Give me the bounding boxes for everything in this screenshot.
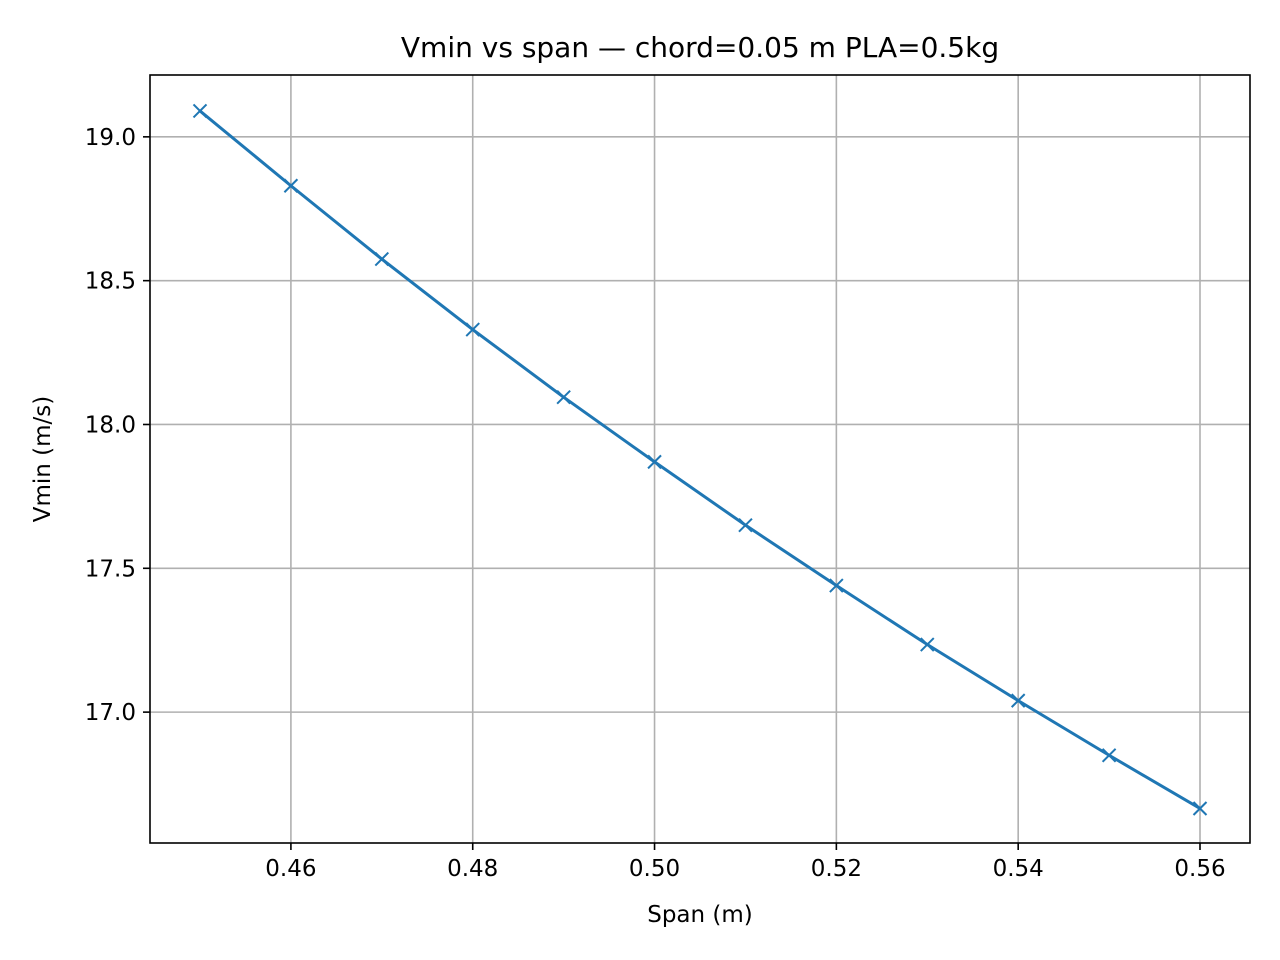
data-point-marker — [1192, 801, 1208, 816]
x-tick-label: 0.54 — [993, 856, 1044, 882]
y-axis-label: Vmin (m/s) — [30, 396, 56, 523]
data-point-marker — [465, 322, 480, 337]
data-point-marker — [738, 517, 753, 533]
marker-stroke — [1192, 801, 1208, 816]
marker-stroke — [1010, 693, 1026, 708]
marker-stroke — [283, 178, 299, 193]
x-tick-label: 0.56 — [1174, 856, 1225, 882]
marker-stroke — [192, 103, 208, 119]
plot-frame — [149, 74, 1251, 844]
ticks: 0.46 0.48 0.50 0.52 0.54 0.56 17.0 17.5 18.0 18.5… — [85, 125, 1226, 882]
data-point-marker — [829, 578, 844, 593]
y-tick-label: 19.0 — [85, 125, 136, 151]
marker-stroke — [465, 322, 480, 337]
series-line — [198, 109, 1202, 810]
data-point-marker — [192, 103, 208, 119]
marker-stroke — [556, 389, 571, 405]
data-point-marker — [647, 454, 662, 470]
data-point-marker — [1101, 748, 1117, 763]
data-point-marker — [556, 389, 571, 405]
data-point-marker — [920, 637, 935, 652]
x-tick-label: 0.48 — [447, 856, 498, 882]
marker-stroke — [920, 637, 935, 652]
marker-stroke — [738, 517, 753, 533]
grid — [150, 75, 1250, 843]
y-tick-label: 17.5 — [85, 556, 136, 582]
x-axis-label: Span (m) — [647, 902, 753, 928]
data-point-marker — [283, 178, 299, 193]
x-tick-label: 0.46 — [265, 856, 316, 882]
marker-stroke — [647, 454, 662, 470]
y-tick-label: 17.0 — [85, 700, 136, 726]
y-tick-label: 18.5 — [85, 269, 136, 295]
x-tick-label: 0.50 — [629, 856, 680, 882]
series-layer — [192, 103, 1208, 816]
chart-title: Vmin vs span — chord=0.05 m PLA=0.5kg — [401, 31, 999, 64]
marker-stroke — [829, 578, 844, 593]
y-tick-label: 18.0 — [85, 412, 136, 438]
marker-stroke — [374, 251, 390, 267]
data-point-marker — [1010, 693, 1026, 708]
marker-stroke — [1101, 748, 1117, 763]
x-tick-label: 0.52 — [811, 856, 862, 882]
data-point-marker — [374, 251, 390, 267]
